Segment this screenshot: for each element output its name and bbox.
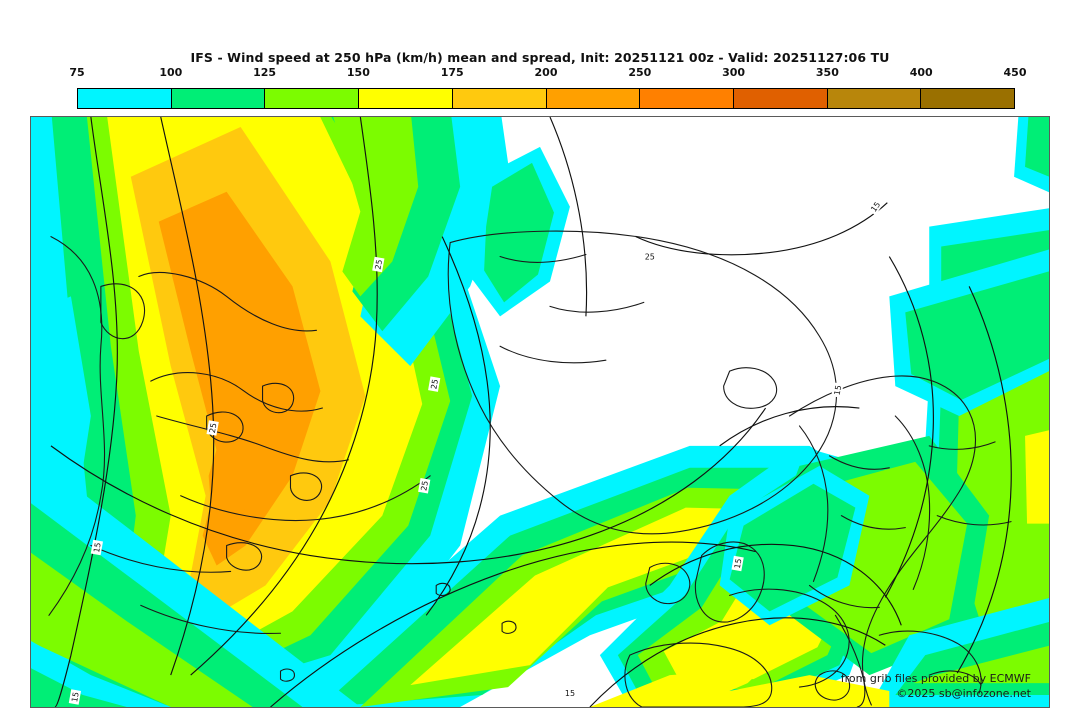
colorbar-band-125-150 [265, 89, 360, 108]
band-100-125-norway [729, 483, 856, 612]
spread-contour-labels: 15 25 25 25 [68, 198, 884, 705]
map-canvas[interactable]: 15 25 25 25 [30, 116, 1050, 708]
colorbar-band-75-100 [78, 89, 172, 108]
band-150-175-med [701, 675, 890, 707]
wind-speed-contour-fill: 15 25 25 25 [31, 117, 1049, 707]
svg-text:15: 15 [733, 558, 744, 570]
filled-contours [31, 117, 1049, 707]
colorbar: 75 100 125 150 175 200 250 300 350 400 4… [69, 66, 1026, 110]
svg-text:15: 15 [92, 542, 103, 554]
colorbar-tick: 300 [722, 66, 746, 79]
band-100-125-ne [905, 271, 1049, 401]
svg-text:25: 25 [419, 480, 430, 492]
coastlines [48, 230, 1012, 707]
colorbar-band-400-450 [921, 89, 1015, 108]
colorbar-tick: 400 [909, 66, 933, 79]
svg-text:15: 15 [70, 691, 81, 703]
colorbar-band-175-200 [452, 89, 547, 108]
colorbar-tick: 150 [346, 66, 370, 79]
colorbar-band-350-400 [827, 89, 922, 108]
svg-text:25: 25 [373, 259, 384, 271]
band-125-150-davis [333, 117, 419, 297]
page-title: IFS - Wind speed at 250 hPa (km/h) mean … [190, 50, 890, 65]
colorbar-tick-labels: 75 100 125 150 175 200 250 300 350 400 4… [69, 66, 1026, 84]
band-150-175-atl [410, 507, 826, 686]
svg-text:25: 25 [429, 378, 440, 390]
colorbar-band-150-175 [359, 89, 453, 108]
svg-text:15: 15 [833, 384, 844, 396]
colorbar-band-200-250 [546, 89, 641, 108]
colorbar-swatches [77, 88, 1015, 109]
colorbar-tick: 250 [628, 66, 652, 79]
colorbar-tick: 100 [159, 66, 183, 79]
colorbar-tick: 75 [69, 66, 85, 79]
colorbar-tick: 450 [1003, 66, 1027, 79]
colorbar-tick: 200 [534, 66, 558, 79]
colorbar-band-300-350 [733, 89, 828, 108]
colorbar-tick: 175 [440, 66, 464, 79]
svg-text:15: 15 [565, 689, 575, 698]
svg-text:25: 25 [208, 422, 219, 434]
band-125-150-sw [31, 552, 253, 707]
band-125-150-med [913, 645, 1049, 684]
band-150-175-bottom [589, 671, 730, 707]
colorbar-tick: 350 [815, 66, 839, 79]
band-200-250-core [180, 236, 303, 528]
colorbar-band-250-300 [640, 89, 734, 108]
band-150-175-necorner [1025, 430, 1049, 524]
svg-text:25: 25 [645, 253, 655, 262]
band-100-125-topright [1025, 117, 1049, 177]
colorbar-band-100-125 [171, 89, 266, 108]
colorbar-tick: 125 [253, 66, 277, 79]
band-100-125-sw2 [31, 668, 127, 707]
spread-contours [50, 117, 1012, 707]
band-125-150-baltic2 [871, 555, 930, 626]
